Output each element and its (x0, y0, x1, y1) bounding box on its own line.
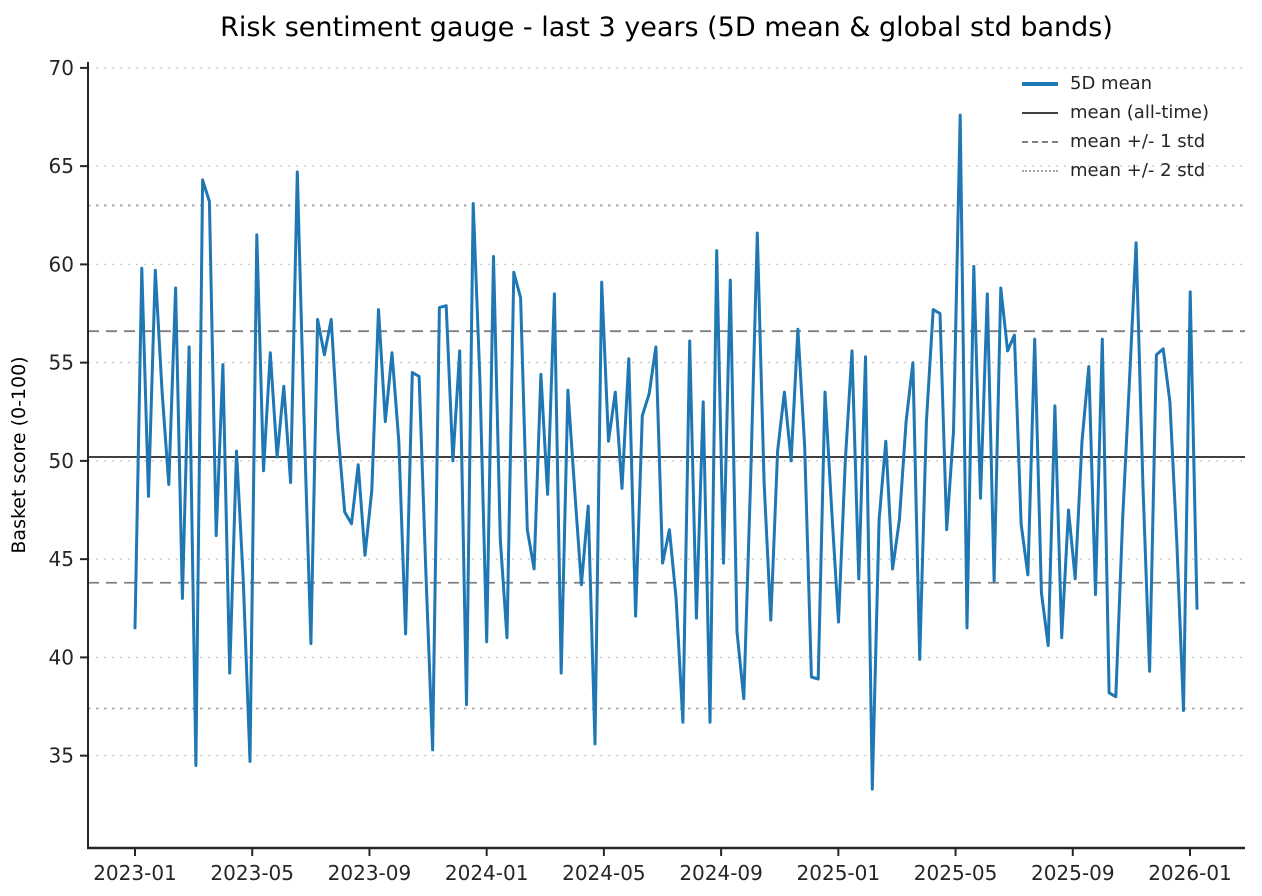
y-axis-label: Basket score (0-100) (8, 356, 30, 553)
legend-item-mean-2std: mean +/- 2 std (1022, 160, 1252, 181)
axis-layer: 70 65 60 55 50 45 40 35 2023-01 2023-05 2023-09 202… (49, 56, 1245, 885)
legend-item-mean-1std: mean +/- 1 std (1022, 131, 1252, 152)
x-tick-label: 2024-01 (445, 861, 529, 885)
legend-label: 5D mean (1070, 73, 1153, 94)
x-tick-label: 2023-01 (93, 861, 177, 885)
legend-line-sample-2std (1022, 169, 1058, 172)
legend-item-mean-all-time: mean (all-time) (1022, 102, 1252, 123)
x-tick-label: 2023-09 (328, 861, 412, 885)
x-tick-label: 2025-01 (797, 861, 881, 885)
y-tick-label: 45 (49, 547, 74, 571)
legend-line-sample-5d-mean (1022, 81, 1058, 86)
x-tick-label: 2023-05 (210, 861, 294, 885)
y-tick-label: 50 (49, 449, 74, 473)
y-tick-label: 55 (49, 351, 74, 375)
x-tick-label: 2026-01 (1148, 861, 1232, 885)
series-line-5d-mean (133, 113, 1199, 791)
legend-line-sample-1std (1022, 140, 1058, 143)
x-tick-label: 2024-05 (562, 861, 646, 885)
legend-item-5d-mean: 5D mean (1022, 73, 1252, 94)
x-tick-label: 2024-09 (679, 861, 763, 885)
y-tick-label: 65 (49, 154, 74, 178)
series-layer (133, 113, 1199, 791)
legend-label: mean (all-time) (1070, 102, 1210, 123)
legend-label: mean +/- 2 std (1070, 160, 1206, 181)
x-tick-label: 2025-09 (1031, 861, 1115, 885)
reference-lines-layer (88, 204, 1245, 710)
y-tick-label: 70 (49, 56, 74, 80)
grid-layer (88, 67, 1245, 757)
chart-title: Risk sentiment gauge - last 3 years (5D … (220, 12, 1113, 43)
legend-label: mean +/- 1 std (1070, 131, 1206, 152)
x-tick-label: 2025-05 (914, 861, 998, 885)
legend: 5D mean mean (all-time) mean +/- 1 std m… (1022, 73, 1252, 181)
y-tick-label: 40 (49, 645, 74, 669)
y-tick-label: 60 (49, 252, 74, 276)
legend-line-sample-mean (1022, 111, 1058, 114)
y-tick-label: 35 (49, 744, 74, 768)
